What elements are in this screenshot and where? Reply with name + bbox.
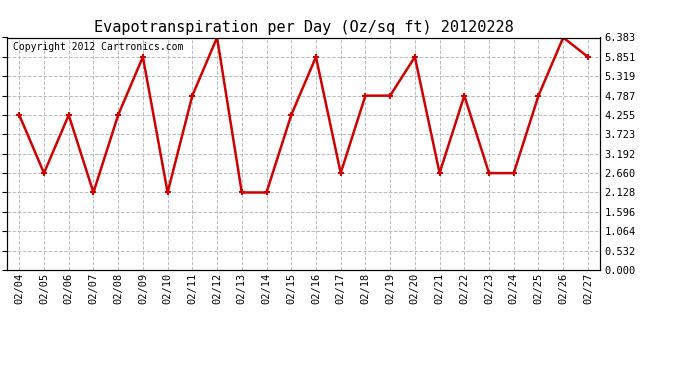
Text: Copyright 2012 Cartronics.com: Copyright 2012 Cartronics.com [13, 42, 184, 52]
Title: Evapotranspiration per Day (Oz/sq ft) 20120228: Evapotranspiration per Day (Oz/sq ft) 20… [94, 20, 513, 35]
